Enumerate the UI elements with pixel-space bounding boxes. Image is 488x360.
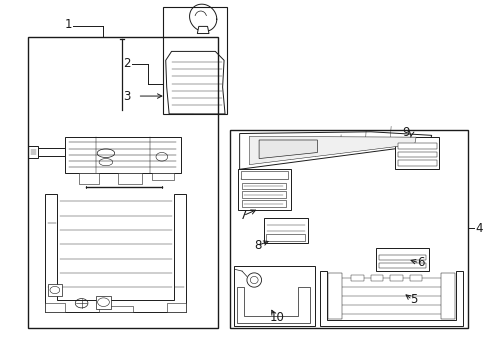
- Polygon shape: [264, 217, 307, 243]
- Polygon shape: [197, 26, 208, 33]
- Polygon shape: [169, 91, 193, 114]
- Polygon shape: [165, 51, 224, 114]
- Polygon shape: [45, 303, 64, 312]
- Polygon shape: [397, 152, 436, 157]
- Polygon shape: [47, 284, 62, 296]
- Bar: [28, 37, 217, 328]
- Polygon shape: [64, 137, 181, 173]
- Polygon shape: [327, 273, 341, 319]
- Polygon shape: [375, 248, 428, 271]
- Polygon shape: [378, 263, 426, 268]
- Polygon shape: [378, 255, 426, 260]
- Text: 7: 7: [240, 209, 247, 222]
- Polygon shape: [238, 169, 290, 210]
- Text: 9: 9: [402, 126, 409, 139]
- Polygon shape: [118, 173, 142, 184]
- Polygon shape: [397, 160, 436, 166]
- Polygon shape: [441, 273, 454, 319]
- Bar: [163, 7, 227, 114]
- Polygon shape: [389, 275, 402, 281]
- Polygon shape: [35, 148, 64, 156]
- Polygon shape: [266, 234, 305, 241]
- Text: 4: 4: [474, 222, 482, 235]
- Text: 3: 3: [122, 90, 130, 103]
- Polygon shape: [242, 183, 285, 189]
- Text: 8: 8: [254, 239, 262, 252]
- Text: 10: 10: [269, 311, 285, 324]
- Polygon shape: [45, 194, 186, 312]
- Polygon shape: [240, 171, 287, 179]
- Polygon shape: [397, 143, 436, 149]
- Polygon shape: [166, 303, 186, 312]
- Polygon shape: [239, 132, 431, 169]
- Polygon shape: [319, 271, 462, 327]
- Polygon shape: [99, 306, 132, 312]
- Bar: [229, 130, 467, 328]
- Text: 5: 5: [409, 293, 416, 306]
- Text: 2: 2: [122, 57, 130, 71]
- Polygon shape: [96, 296, 111, 309]
- Polygon shape: [394, 137, 438, 169]
- Polygon shape: [152, 173, 174, 180]
- Polygon shape: [28, 146, 38, 158]
- Polygon shape: [409, 275, 421, 281]
- Polygon shape: [242, 192, 285, 198]
- Polygon shape: [259, 140, 317, 158]
- Text: 6: 6: [416, 256, 424, 269]
- Polygon shape: [351, 275, 363, 281]
- Polygon shape: [237, 287, 309, 323]
- Polygon shape: [189, 4, 216, 31]
- Polygon shape: [233, 266, 314, 327]
- Polygon shape: [79, 173, 99, 184]
- Text: 1: 1: [64, 18, 72, 31]
- Polygon shape: [370, 275, 382, 281]
- Polygon shape: [249, 136, 415, 165]
- Polygon shape: [242, 201, 285, 207]
